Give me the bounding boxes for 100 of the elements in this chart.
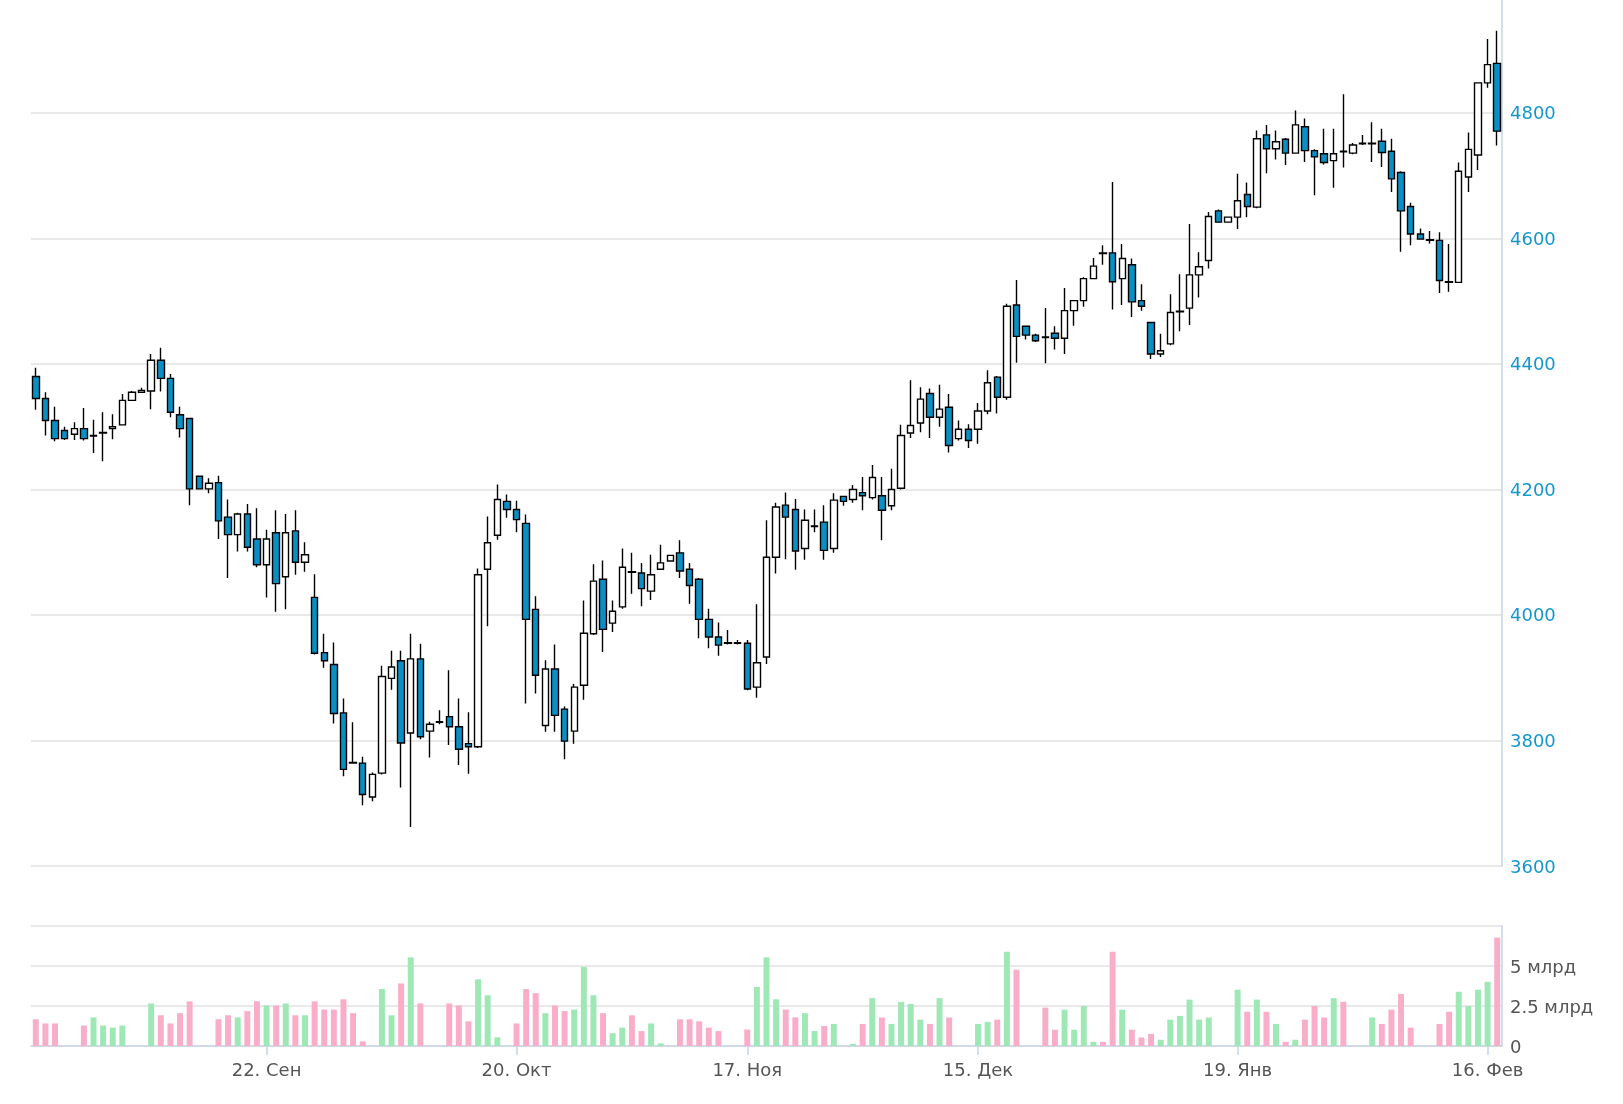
candlestick [454, 697, 464, 766]
candlestick [800, 508, 810, 561]
candlestick [954, 419, 963, 442]
bar [446, 1003, 453, 1046]
candlestick [1233, 173, 1242, 230]
candlestick [425, 720, 435, 759]
x-tick-label: 20. Окт [481, 1058, 552, 1080]
candlestick [300, 541, 310, 573]
bar [1311, 1006, 1318, 1046]
bar [475, 979, 482, 1046]
bar [1119, 1009, 1126, 1046]
candlestick [320, 633, 329, 669]
bar [215, 1019, 222, 1046]
candlestick [358, 756, 367, 806]
candlestick [685, 562, 694, 605]
candlestick [1050, 325, 1060, 351]
bar [532, 993, 539, 1046]
candlestick [877, 476, 887, 542]
bar [898, 1001, 905, 1046]
bar [946, 1017, 953, 1046]
candlestick [868, 464, 877, 501]
bar [1051, 1029, 1058, 1046]
candlestick [1021, 324, 1031, 341]
candlestick [598, 559, 608, 653]
bar [398, 983, 405, 1046]
bar [926, 1023, 933, 1046]
candlestick [906, 379, 915, 439]
candlestick [666, 554, 675, 563]
bar [350, 1013, 357, 1046]
candlestick [916, 386, 925, 434]
bar [42, 1023, 49, 1046]
candlestick [1214, 208, 1223, 224]
bar [1234, 989, 1241, 1046]
candlestick [560, 705, 569, 761]
bar [1398, 993, 1405, 1046]
candlestick [339, 697, 348, 777]
bar [1407, 1027, 1414, 1046]
bar [1446, 1011, 1453, 1046]
bar [580, 966, 587, 1046]
candlestick [887, 468, 896, 511]
bar [1157, 1039, 1164, 1046]
candlestick [993, 375, 1002, 415]
candlestick [1483, 38, 1492, 89]
bar [811, 1031, 818, 1046]
candlestick [70, 421, 79, 441]
candlestick [1319, 127, 1329, 166]
candlestick [1348, 142, 1358, 156]
bar [850, 1043, 857, 1046]
bar [321, 1009, 328, 1046]
bar [571, 1009, 578, 1046]
bar [273, 1005, 280, 1046]
bar [1273, 1023, 1280, 1046]
bar [1321, 1017, 1328, 1046]
candlestick [589, 563, 598, 636]
x-tick-label: 19. Янв [1202, 1058, 1273, 1080]
y-tick-label: 2.5 млрд [1510, 995, 1594, 1017]
candlestick [550, 643, 560, 733]
candlestick [89, 419, 98, 454]
bar [1282, 1041, 1289, 1046]
bar [494, 1037, 501, 1046]
candlestick [896, 424, 906, 491]
candlestick [521, 513, 531, 705]
candlestick [1127, 257, 1137, 318]
candlestick [195, 475, 204, 491]
candlestick [60, 426, 69, 441]
candlestick [1454, 161, 1463, 284]
bar [388, 1015, 395, 1046]
x-tick-label: 15. Дек [942, 1058, 1014, 1080]
candlestick [608, 599, 617, 633]
candlestick [964, 423, 973, 449]
y-tick-label: 4800 [1510, 102, 1556, 124]
candlestick [262, 528, 271, 599]
candlestick [118, 393, 127, 426]
candlestick [1243, 181, 1252, 218]
candlestick [1310, 148, 1319, 196]
bar [1205, 1017, 1212, 1046]
bar [936, 998, 943, 1046]
bar [1196, 1019, 1203, 1046]
candlestick [723, 629, 733, 646]
candlestick [675, 539, 685, 579]
bar [1013, 969, 1020, 1046]
candlestick [108, 413, 117, 440]
candlestick [771, 501, 781, 575]
bar [1071, 1029, 1078, 1046]
candlestick [791, 498, 800, 571]
candlestick [1194, 251, 1204, 299]
bar [234, 1017, 241, 1046]
candlestick [1329, 127, 1338, 189]
bar [417, 1003, 424, 1046]
bar [628, 1015, 635, 1046]
candlestick [1041, 307, 1050, 365]
bar [676, 1019, 683, 1046]
candlestick [1079, 276, 1088, 308]
bar [1186, 999, 1193, 1046]
candlestick [1473, 81, 1483, 171]
candlestick [752, 603, 762, 699]
bar [100, 1025, 107, 1046]
bar [869, 998, 876, 1046]
candlestick [175, 405, 185, 439]
candlestick [1262, 124, 1271, 174]
